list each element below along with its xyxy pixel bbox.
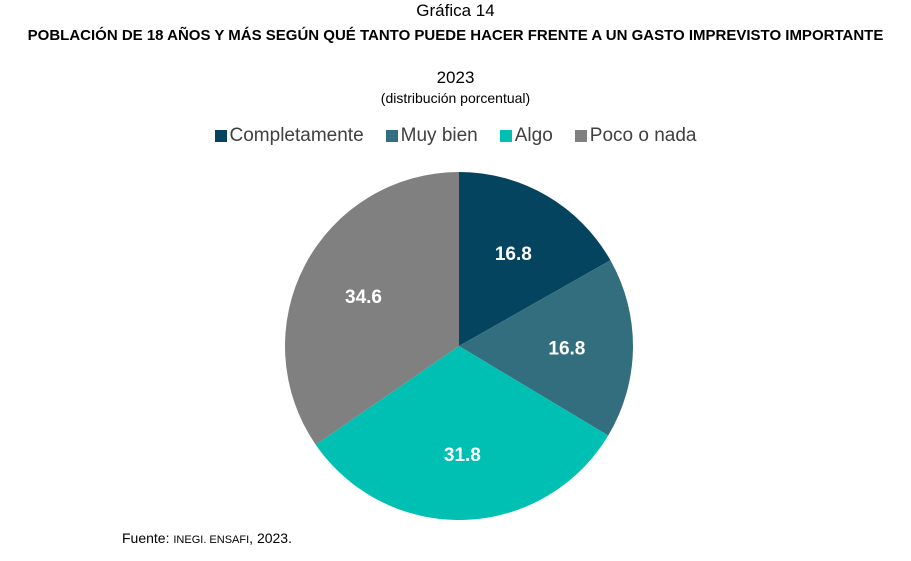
legend-item: Poco o nada — [574, 125, 697, 147]
legend-swatch — [574, 130, 587, 142]
legend-label: Algo — [514, 125, 553, 146]
data-label: 34.6 — [345, 287, 382, 308]
data-label: 16.8 — [495, 244, 532, 265]
legend-label: Completamente — [229, 125, 364, 146]
source-org: INEGI. ENSAFI — [173, 534, 250, 546]
source-suffix: , 2023. — [249, 530, 292, 546]
chart-title: POBLACIÓN DE 18 AÑOS Y MÁS SEGÚN QUÉ TAN… — [27, 27, 884, 44]
legend-swatch — [385, 130, 398, 142]
pie-slice — [459, 172, 611, 346]
legend: Completamente Muy bien Algo Poco o nada — [0, 125, 911, 147]
legend-item: Completamente — [214, 125, 364, 147]
legend-swatch — [499, 130, 512, 142]
chart-year: 2023 — [436, 68, 475, 87]
legend-label: Poco o nada — [589, 125, 697, 146]
source-note: Fuente: INEGI. ENSAFI, 2023. — [122, 530, 292, 546]
pie-slice — [315, 346, 609, 520]
source-prefix: Fuente: — [122, 530, 174, 546]
chart-subtitle: (distribución porcentual) — [380, 90, 531, 106]
legend-swatch — [214, 130, 227, 142]
data-label: 31.8 — [444, 445, 481, 466]
figure-label: Gráfica 14 — [416, 1, 495, 20]
pie-slice — [459, 260, 633, 436]
data-label: 16.8 — [548, 338, 585, 359]
legend-item: Algo — [499, 125, 553, 147]
legend-item: Muy bien — [385, 125, 478, 147]
pie-slice — [285, 172, 459, 445]
legend-label: Muy bien — [400, 125, 478, 146]
